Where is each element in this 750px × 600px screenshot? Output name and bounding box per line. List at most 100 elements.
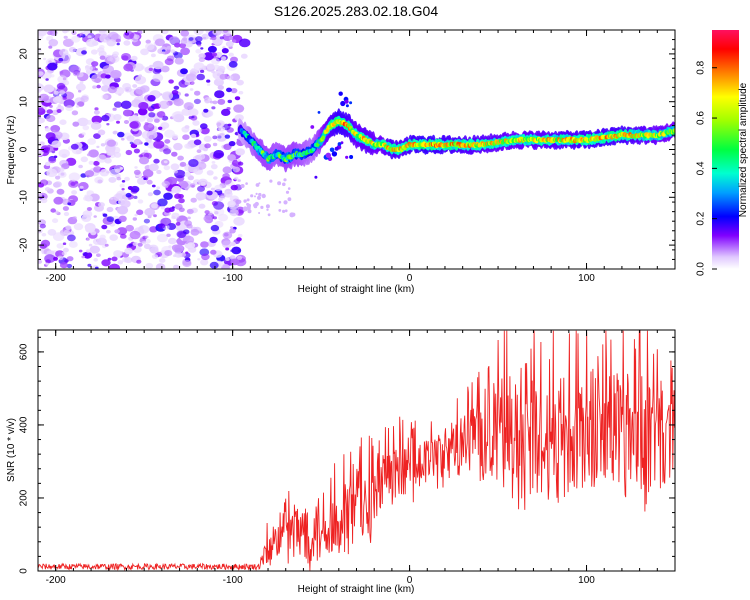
noise-blob — [135, 86, 146, 95]
noise-blob — [225, 41, 234, 47]
noise-blob — [124, 247, 133, 255]
noise-blob — [185, 251, 189, 254]
noise-blob — [278, 200, 282, 204]
noise-blob — [136, 259, 142, 264]
noise-blob — [144, 122, 149, 126]
noise-blob — [190, 197, 197, 203]
noise-blob — [38, 106, 44, 113]
noise-blob — [116, 227, 128, 236]
noise-blob — [184, 125, 190, 129]
noise-blob — [63, 211, 70, 217]
noise-blob — [231, 242, 236, 246]
noise-blob — [57, 255, 64, 261]
noise-blob — [93, 160, 100, 166]
noise-blob — [163, 192, 173, 200]
noise-blob — [143, 243, 151, 250]
noise-blob — [204, 143, 211, 149]
noise-blob — [38, 47, 42, 53]
noise-blob — [182, 259, 192, 268]
noise-blob — [216, 133, 227, 142]
noise-blob — [155, 263, 166, 269]
noise-blob — [239, 38, 251, 48]
noise-blob — [158, 223, 166, 229]
noise-blob — [203, 215, 213, 222]
noise-blob — [121, 180, 126, 183]
noise-blob — [218, 213, 229, 222]
noise-blob — [71, 35, 81, 43]
noise-blob — [84, 65, 93, 72]
noise-blob — [96, 154, 108, 163]
noise-blob — [110, 69, 122, 79]
noise-blob — [173, 52, 183, 59]
noise-blob — [168, 79, 174, 84]
noise-blob — [79, 81, 84, 85]
noise-blob — [145, 262, 154, 269]
noise-blob — [206, 63, 215, 70]
noise-blob — [106, 148, 116, 156]
noise-blob — [166, 46, 172, 50]
noise-blob — [149, 246, 159, 254]
noise-blob — [123, 40, 131, 46]
noise-blob — [153, 140, 165, 149]
snr-y-ticks: 0 200 400 600 — [19, 336, 675, 574]
noise-blob — [119, 183, 125, 188]
noise-blob — [99, 55, 106, 60]
noise-blob — [133, 169, 141, 175]
noise-blob — [284, 209, 288, 213]
noise-blob — [145, 39, 151, 44]
noise-blob — [48, 39, 59, 47]
noise-blob — [71, 31, 77, 35]
noise-blob — [79, 185, 84, 189]
noise-blob — [140, 48, 149, 56]
noise-blob — [147, 139, 152, 144]
noise-blob — [55, 250, 65, 258]
noise-blob — [229, 209, 239, 217]
colorbar-gradient — [712, 30, 739, 269]
colorbar-tick-label: 0.2 — [696, 211, 707, 225]
noise-blob — [198, 203, 206, 209]
track-satellite — [344, 99, 349, 104]
noise-blob — [180, 47, 191, 56]
noise-blob — [91, 115, 103, 124]
noise-blob — [197, 185, 205, 192]
noise-blob — [153, 158, 160, 164]
noise-blob — [78, 164, 83, 169]
noise-blob — [282, 182, 286, 187]
noise-blob — [148, 134, 155, 140]
noise-blob — [146, 117, 154, 123]
noise-blob — [87, 263, 92, 267]
noise-blob — [219, 73, 228, 80]
noise-blob — [91, 40, 99, 46]
noise-blob — [47, 62, 58, 71]
noise-blob — [133, 63, 144, 72]
noise-blob — [168, 36, 180, 45]
noise-blob — [125, 149, 133, 156]
noise-blob — [222, 166, 232, 174]
noise-blob — [211, 106, 216, 110]
noise-blob — [195, 36, 203, 42]
noise-blob — [154, 118, 160, 123]
noise-blob — [171, 212, 180, 219]
noise-blob — [211, 161, 216, 164]
noise-blob — [177, 155, 184, 161]
noise-blob — [215, 35, 220, 38]
noise-blob — [70, 65, 81, 75]
noise-blob — [223, 30, 228, 33]
noise-blob — [216, 122, 222, 127]
noise-blob — [53, 155, 58, 159]
noise-blob — [104, 243, 109, 247]
noise-blob — [86, 237, 90, 241]
noise-blob — [91, 61, 99, 67]
noise-blob — [53, 181, 62, 188]
noise-blob — [173, 142, 183, 151]
noise-blob — [99, 45, 105, 50]
noise-blob — [148, 112, 156, 118]
noise-blob — [86, 255, 90, 259]
noise-blob — [224, 179, 234, 187]
noise-blob — [243, 199, 247, 203]
noise-blob — [44, 127, 51, 132]
noise-blob — [109, 55, 120, 63]
noise-blob — [217, 98, 226, 105]
colorbar-tick-label: 0.4 — [696, 161, 707, 175]
